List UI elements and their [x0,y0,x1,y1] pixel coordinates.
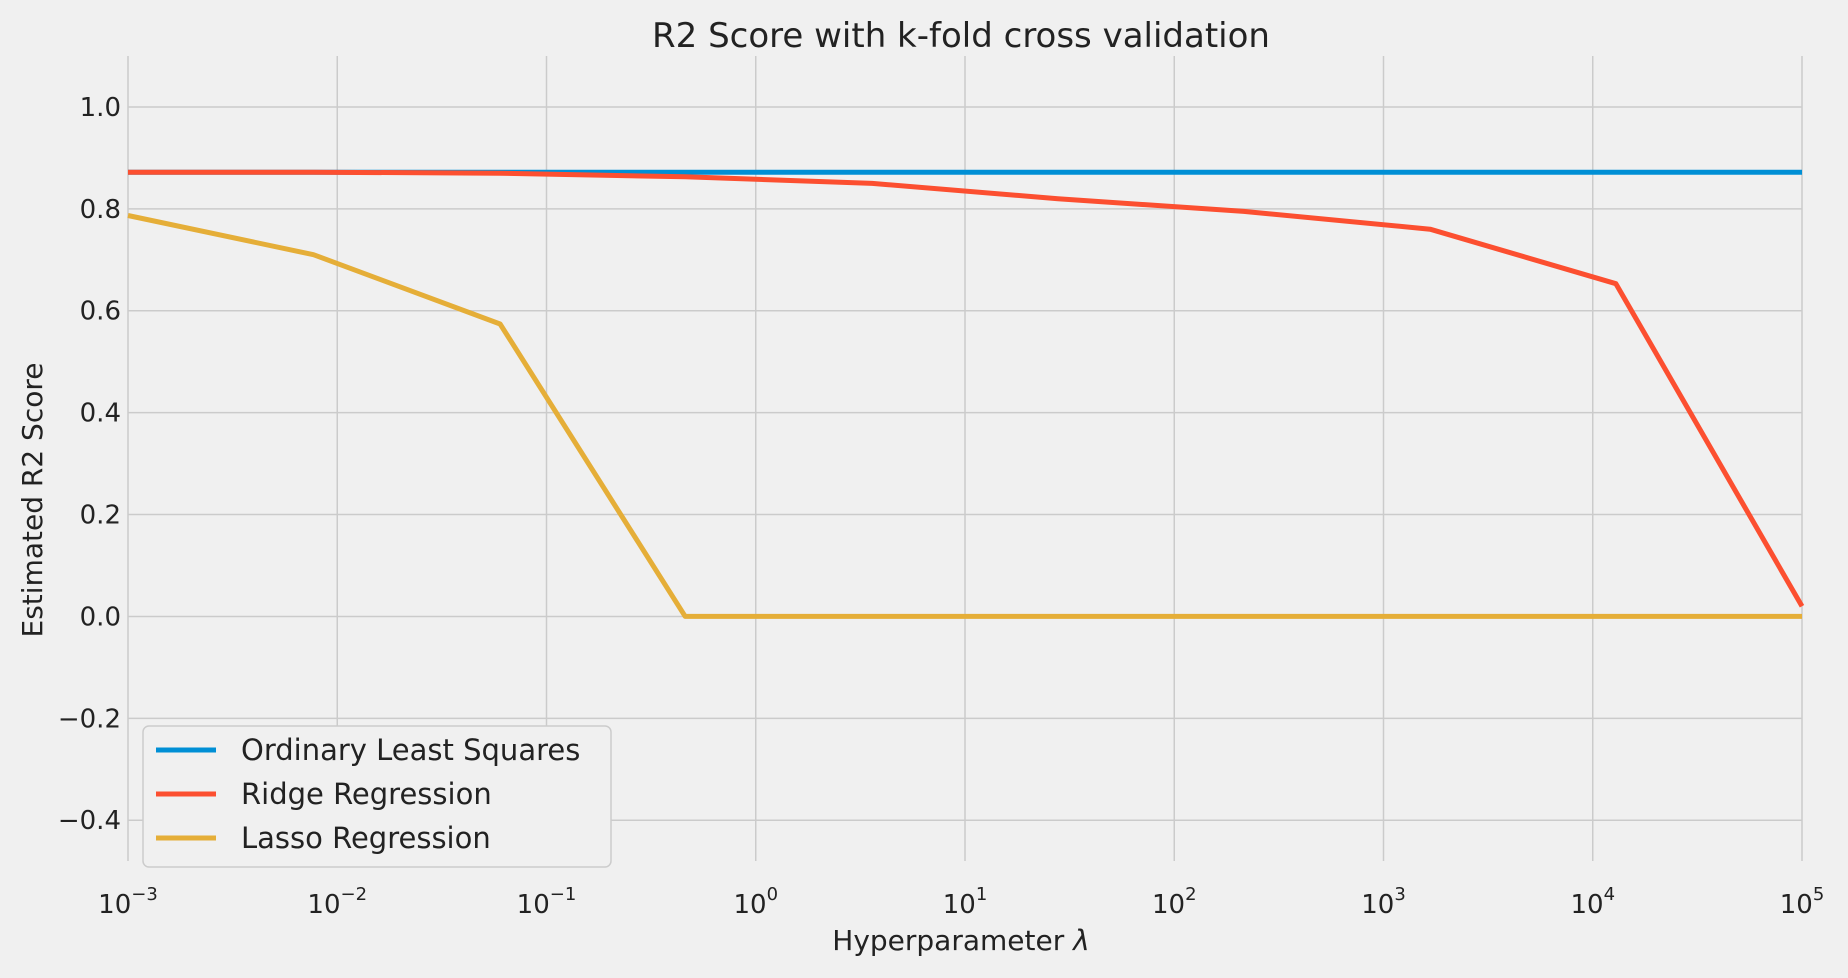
chart-title: R2 Score with k-fold cross validation [652,16,1270,56]
x-tick-base: 10 [307,890,340,920]
y-axis-ticks: 1.0 0.8 0.6 0.4 0.2 0.0 −0.2 −0.4 [58,93,121,836]
y-tick-label-7: −0.4 [58,806,121,836]
series-line-lasso-regression [127,213,1802,619]
x-tick-exponent: 2 [1185,884,1196,905]
y-tick-label-5: 0.0 [80,602,121,632]
x-axis-label-symbol: λ [1071,924,1090,957]
series-line-ridge-regression [128,169,1805,608]
y-tick-label-2: 0.6 [80,297,121,327]
legend-label-ordinary-least-squares: Ordinary Least Squares [241,733,580,767]
x-tick-label-3: 100 [733,884,778,920]
x-tick-base: 10 [1780,890,1813,920]
legend: Ordinary Least Squares Ridge Regression La… [142,725,612,868]
x-tick-label-5: 102 [1152,884,1197,920]
x-tick-base: 10 [1152,890,1185,920]
legend-box [142,725,612,868]
x-tick-exponent: 4 [1604,884,1615,905]
y-tick-label-1: 0.8 [80,195,121,225]
x-tick-exponent: 1 [976,884,987,905]
series-lines [127,169,1805,619]
x-tick-label-8: 105 [1780,884,1825,920]
x-axis-label-text: Hyperparameter [832,924,1064,957]
y-axis-label: Estimated R2 Score [16,363,49,638]
x-tick-exponent: −1 [550,884,577,905]
x-tick-label-2: 10−1 [517,884,577,920]
x-tick-exponent: 3 [1394,884,1405,905]
x-tick-label-1: 10−2 [307,884,367,920]
x-tick-exponent: −2 [341,884,368,905]
x-tick-base: 10 [517,890,550,920]
x-tick-base: 10 [943,890,976,920]
x-tick-label-4: 101 [943,884,988,920]
x-tick-exponent: 0 [767,884,778,905]
legend-label-ridge-regression: Ridge Regression [241,777,492,811]
x-tick-base: 10 [1570,890,1603,920]
y-tick-label-3: 0.4 [80,399,121,429]
x-tick-label-7: 104 [1570,884,1615,920]
x-tick-base: 10 [1361,890,1394,920]
legend-label-lasso-regression: Lasso Regression [241,821,491,855]
y-tick-label-0: 1.0 [80,93,121,123]
x-tick-exponent: 5 [1813,884,1824,905]
x-axis-ticks: 10−3 10−2 10−1 100 101 102 103 104 105 [98,884,1824,920]
x-tick-base: 10 [98,890,131,920]
x-tick-label-0: 10−3 [98,884,158,920]
y-tick-label-4: 0.2 [80,501,121,531]
x-tick-exponent: −3 [131,884,158,905]
x-axis-label: Hyperparameter λ [832,924,1089,957]
x-tick-base: 10 [733,890,766,920]
x-tick-label-6: 103 [1361,884,1406,920]
y-tick-label-6: −0.2 [58,704,121,734]
